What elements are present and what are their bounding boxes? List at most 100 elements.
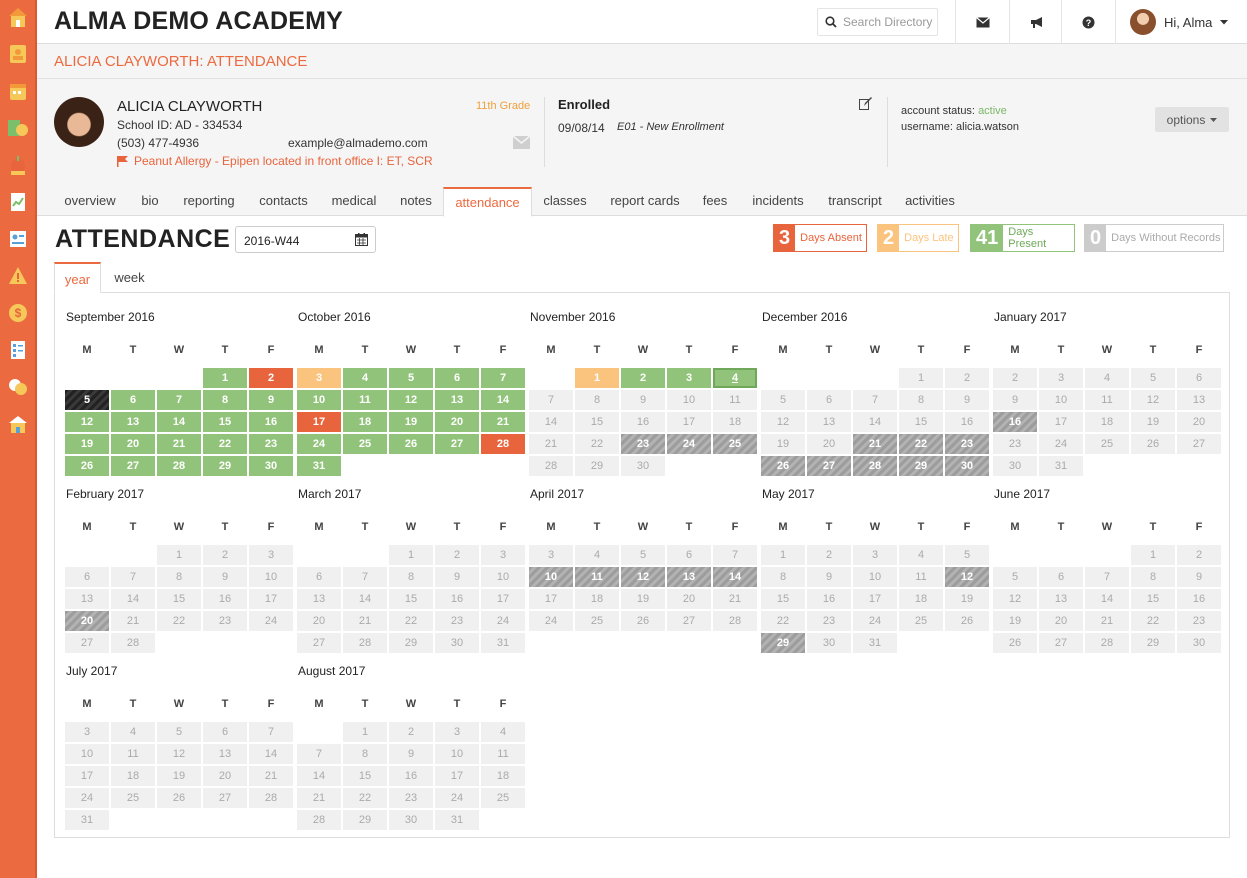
reports-icon[interactable]: [7, 191, 29, 213]
calendar-day[interactable]: 4: [713, 368, 757, 388]
calendar-day[interactable]: 14: [481, 390, 525, 410]
calendar-day[interactable]: 3: [435, 722, 479, 742]
calendar-day[interactable]: 22: [899, 434, 943, 454]
calendar-day[interactable]: 16: [203, 589, 247, 609]
calendar-day[interactable]: 9: [249, 390, 293, 410]
calendar-day[interactable]: 25: [575, 611, 619, 631]
search-directory-input[interactable]: Search Directory: [817, 8, 938, 36]
calendar-day[interactable]: 31: [435, 810, 479, 830]
week-picker-input[interactable]: 2016-W44: [235, 226, 376, 253]
calendar-day[interactable]: 9: [807, 567, 851, 587]
calendar-day[interactable]: 10: [529, 567, 573, 587]
calendar-day[interactable]: 24: [249, 611, 293, 631]
tab-medical[interactable]: medical: [331, 193, 377, 208]
calendar-day[interactable]: 27: [435, 434, 479, 454]
tab-incidents[interactable]: incidents: [752, 193, 804, 208]
calendar-day[interactable]: 18: [481, 766, 525, 786]
calendar-day[interactable]: 6: [807, 390, 851, 410]
calendar-day[interactable]: 6: [111, 390, 155, 410]
calendar-day[interactable]: 1: [761, 545, 805, 565]
calendar-day[interactable]: 30: [993, 456, 1037, 476]
calendar-day[interactable]: 30: [435, 633, 479, 653]
calendar-day[interactable]: 24: [667, 434, 711, 454]
calendar-day[interactable]: 18: [343, 412, 387, 432]
calendar-day[interactable]: 16: [389, 766, 433, 786]
calendar-day[interactable]: 6: [435, 368, 479, 388]
app-name[interactable]: ALMA DEMO ACADEMY: [54, 7, 344, 35]
calendar-day[interactable]: 25: [899, 611, 943, 631]
calendar-day[interactable]: 26: [1131, 434, 1175, 454]
calendar-day[interactable]: 25: [713, 434, 757, 454]
email-student-icon[interactable]: [513, 136, 530, 149]
calendar-day[interactable]: 5: [621, 545, 665, 565]
calendar-day[interactable]: 1: [343, 722, 387, 742]
calendar-day[interactable]: 3: [853, 545, 897, 565]
calendar-day[interactable]: 10: [297, 390, 341, 410]
calendar-day[interactable]: 24: [529, 611, 573, 631]
calendar-day[interactable]: 16: [945, 412, 989, 432]
calendar-day[interactable]: 21: [249, 766, 293, 786]
tab-week[interactable]: week: [114, 270, 145, 285]
calendar-day[interactable]: 5: [389, 368, 433, 388]
calendar-day[interactable]: 13: [111, 412, 155, 432]
calendar-day[interactable]: 30: [249, 456, 293, 476]
calendar-day[interactable]: 13: [667, 567, 711, 587]
calendar-day[interactable]: 20: [297, 611, 341, 631]
calendar-day[interactable]: 18: [575, 589, 619, 609]
calendar-day[interactable]: 2: [389, 722, 433, 742]
calendar-day[interactable]: 15: [343, 766, 387, 786]
calendar-day[interactable]: 13: [1039, 589, 1083, 609]
stat-days-without-records[interactable]: 0 Days Without Records: [1084, 224, 1224, 252]
calendar-day[interactable]: 18: [1085, 412, 1129, 432]
calendar-day[interactable]: 23: [1177, 611, 1221, 631]
calendar-day[interactable]: 8: [157, 567, 201, 587]
calendar-day[interactable]: 22: [203, 434, 247, 454]
calendar-day[interactable]: 28: [343, 633, 387, 653]
stat-days-absent[interactable]: 3 Days Absent: [773, 224, 867, 252]
calendar-day[interactable]: 25: [343, 434, 387, 454]
calendar-day[interactable]: 13: [65, 589, 109, 609]
calendar-day[interactable]: 20: [435, 412, 479, 432]
calendar-day[interactable]: 27: [203, 788, 247, 808]
calendar-day[interactable]: 10: [1039, 390, 1083, 410]
calendar-day[interactable]: 15: [1131, 589, 1175, 609]
calendar-day[interactable]: 27: [111, 456, 155, 476]
calendar-day[interactable]: 30: [1177, 633, 1221, 653]
calendar-day[interactable]: 11: [343, 390, 387, 410]
calendar-day[interactable]: 14: [713, 567, 757, 587]
calendar-day[interactable]: 20: [111, 434, 155, 454]
calendar-day[interactable]: 19: [389, 412, 433, 432]
calendar-day[interactable]: 4: [343, 368, 387, 388]
calendar-day[interactable]: 20: [1177, 412, 1221, 432]
calendar-day[interactable]: 31: [1039, 456, 1083, 476]
calendar-day[interactable]: 3: [249, 545, 293, 565]
contacts-icon[interactable]: [7, 43, 29, 65]
calendar-day[interactable]: 11: [575, 567, 619, 587]
calendar-day[interactable]: 13: [1177, 390, 1221, 410]
calendar-day[interactable]: 2: [435, 545, 479, 565]
calendar-day[interactable]: 19: [65, 434, 109, 454]
calendar-day[interactable]: 12: [157, 744, 201, 764]
calendar-day[interactable]: 27: [807, 456, 851, 476]
calendar-day[interactable]: 11: [899, 567, 943, 587]
calendar-day[interactable]: 23: [249, 434, 293, 454]
calendar-day[interactable]: 1: [575, 368, 619, 388]
calendar-day[interactable]: 16: [807, 589, 851, 609]
calendar-day[interactable]: 19: [157, 766, 201, 786]
calendar-day[interactable]: 9: [1177, 567, 1221, 587]
calendar-day[interactable]: 14: [297, 766, 341, 786]
calendar-day[interactable]: 6: [1177, 368, 1221, 388]
calendar-day[interactable]: 17: [65, 766, 109, 786]
options-button[interactable]: options: [1155, 107, 1229, 132]
calendar-day[interactable]: 26: [993, 633, 1037, 653]
calendar-day[interactable]: 8: [899, 390, 943, 410]
calendar-day[interactable]: 7: [1085, 567, 1129, 587]
calendar-day[interactable]: 11: [1085, 390, 1129, 410]
fees-dollar-icon[interactable]: $: [7, 302, 29, 324]
calendar-day[interactable]: 29: [343, 810, 387, 830]
calendar-day[interactable]: 25: [481, 788, 525, 808]
calendar-day[interactable]: 22: [343, 788, 387, 808]
calendar-day[interactable]: 19: [1131, 412, 1175, 432]
calendar-day[interactable]: 8: [575, 390, 619, 410]
calendar-day[interactable]: 31: [297, 456, 341, 476]
